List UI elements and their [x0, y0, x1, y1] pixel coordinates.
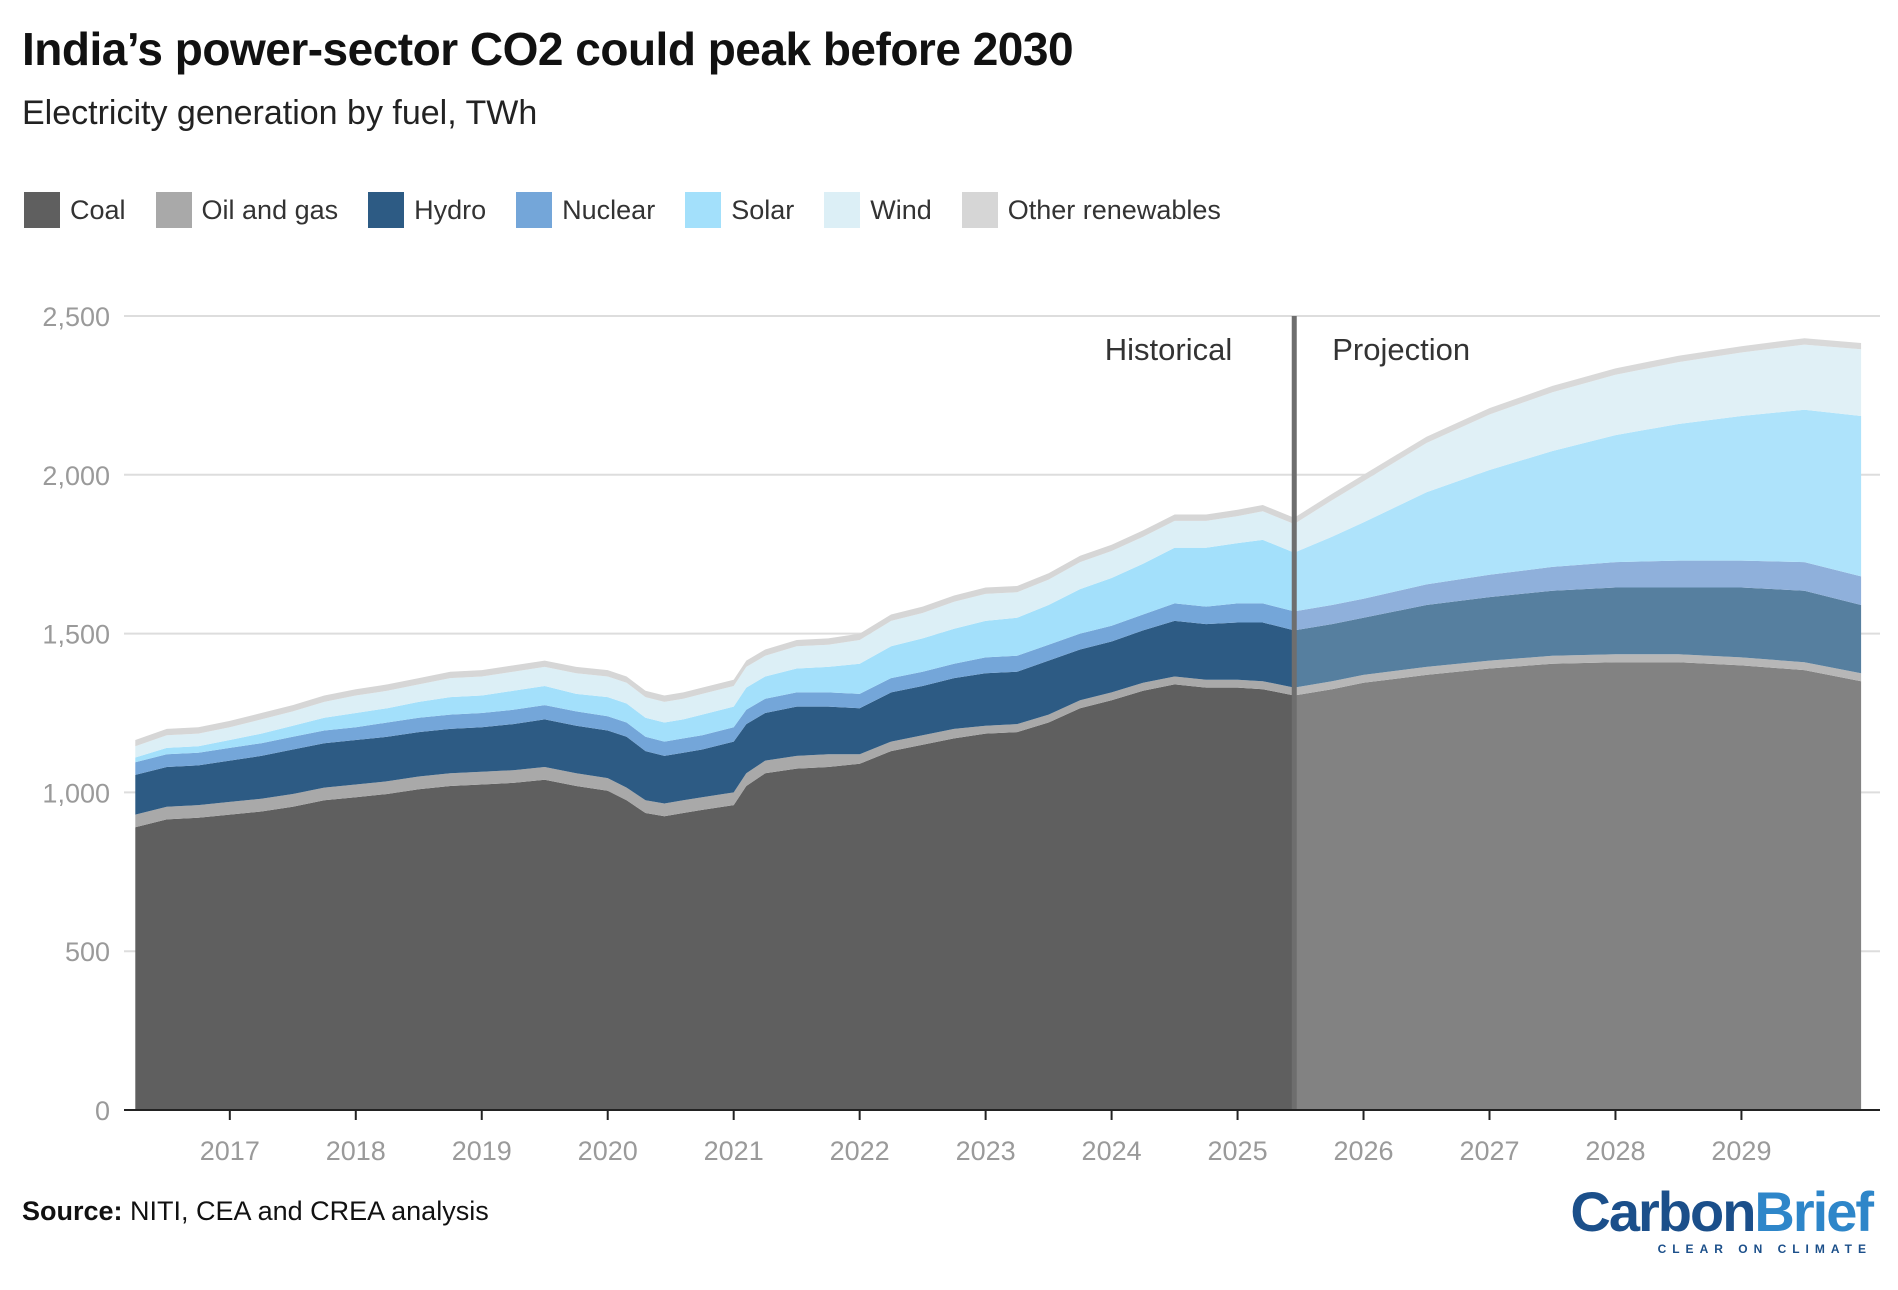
area-projection-oil-and-gas — [1294, 654, 1862, 696]
x-tick-label-2025: 2025 — [1208, 1136, 1268, 1166]
legend-item-solar: Solar — [685, 192, 794, 228]
legend-swatch-hydro — [368, 192, 405, 228]
source-note: Source: NITI, CEA and CREA analysis — [22, 1196, 489, 1227]
area-historical-hydro — [135, 620, 1295, 815]
y-tick-label-2500: 2,500 — [42, 302, 110, 332]
area-projection-hydro — [1294, 587, 1862, 688]
x-tick-label-2024: 2024 — [1082, 1136, 1142, 1166]
legend-label-other-renewables: Other renewables — [1007, 194, 1221, 225]
source-text: NITI, CEA and CREA analysis — [130, 1196, 489, 1226]
logo-tagline: CLEAR ON CLIMATE — [1657, 1242, 1872, 1256]
area-projection-nuclear — [1294, 560, 1862, 631]
y-tick-label-0: 0 — [95, 1096, 110, 1126]
x-tick-label-2022: 2022 — [830, 1136, 890, 1166]
y-tick-label-1000: 1,000 — [42, 778, 110, 808]
legend-swatch-wind — [824, 192, 861, 228]
legend-item-coal: Coal — [24, 192, 126, 228]
x-tick-label-2019: 2019 — [452, 1136, 512, 1166]
source-label: Source: — [22, 1196, 123, 1226]
x-tick-label-2029: 2029 — [1711, 1136, 1771, 1166]
legend-swatch-other-renewables — [961, 192, 998, 228]
legend-label-solar: Solar — [731, 194, 795, 225]
x-tick-label-2026: 2026 — [1333, 1136, 1393, 1166]
chart-subtitle: Electricity generation by fuel, TWh — [22, 94, 538, 132]
legend-label-hydro: Hydro — [414, 194, 487, 225]
legend-label-oil-and-gas: Oil and gas — [201, 194, 339, 225]
legend-label-nuclear: Nuclear — [562, 194, 656, 225]
area-historical-wind — [135, 511, 1295, 758]
x-tick-label-2028: 2028 — [1585, 1136, 1645, 1166]
legend-swatch-solar — [685, 192, 722, 228]
legend-label-wind: Wind — [870, 194, 932, 225]
legend-item-oil-and-gas: Oil and gas — [155, 192, 339, 228]
logo-part2: Brief — [1754, 1180, 1874, 1243]
axes: 0 500 1,000 1,500 2,000 2,500 Historical Projec… — [42, 302, 1880, 1166]
legend-label-coal: Coal — [70, 194, 126, 225]
x-tick-label-2027: 2027 — [1459, 1136, 1519, 1166]
legend-item-wind: Wind — [824, 192, 932, 228]
legend: Coal Oil and gas Hydro Nuclear Solar Win… — [24, 192, 1251, 228]
carbonbrief-logo: CarbonBrief CLEAR ON CLIMATE — [1570, 1184, 1874, 1257]
x-tick-label-2020: 2020 — [578, 1136, 638, 1166]
y-tick-label-2000: 2,000 — [42, 461, 110, 491]
x-tick-label-2018: 2018 — [326, 1136, 386, 1166]
y-tick-label-500: 500 — [65, 937, 110, 967]
label-historical: Historical — [1105, 332, 1232, 367]
legend-swatch-nuclear — [516, 192, 553, 228]
label-projection: Projection — [1332, 332, 1470, 367]
area-projection-wind — [1294, 344, 1862, 553]
legend-swatch-oil-and-gas — [155, 192, 192, 228]
area-historical-coal — [135, 684, 1295, 1110]
legend-swatch-coal — [24, 192, 60, 228]
area-historical-oil-and-gas — [135, 676, 1295, 828]
x-tick-label-2017: 2017 — [200, 1136, 260, 1166]
area-projection-coal — [1294, 662, 1862, 1110]
chart-title: India’s power-sector CO2 could peak befo… — [22, 23, 1074, 75]
y-tick-label-1500: 1,500 — [42, 620, 110, 650]
logo-part1: Carbon — [1570, 1180, 1756, 1243]
logo-wordmark: CarbonBrief — [1570, 1184, 1874, 1240]
x-tick-label-2021: 2021 — [704, 1136, 764, 1166]
legend-item-hydro: Hydro — [368, 192, 486, 228]
stacked-areas — [135, 338, 1862, 1110]
area-historical-solar — [135, 539, 1295, 763]
legend-item-nuclear: Nuclear — [516, 192, 655, 228]
x-tick-label-2023: 2023 — [956, 1136, 1016, 1166]
legend-item-other-renewables: Other renewables — [961, 192, 1221, 228]
area-historical-nuclear — [135, 603, 1295, 775]
area-projection-solar — [1294, 409, 1862, 612]
